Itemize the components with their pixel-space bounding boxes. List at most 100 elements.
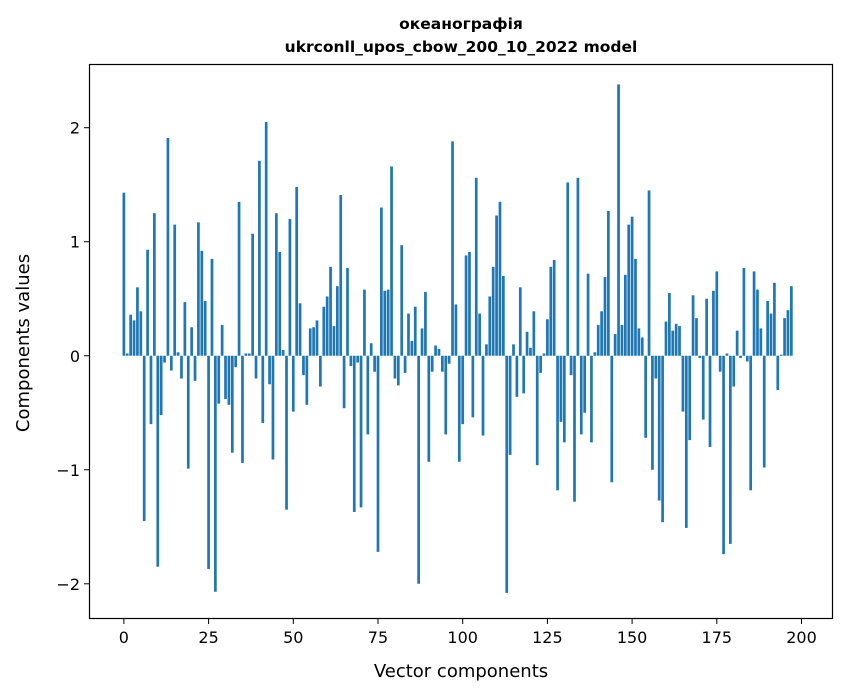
bar	[579, 355, 583, 435]
bar	[596, 324, 600, 356]
bar	[705, 298, 708, 356]
bar	[637, 328, 641, 356]
bar	[776, 355, 780, 390]
bar	[640, 337, 644, 356]
bar	[173, 224, 177, 356]
bar	[332, 326, 336, 356]
bar	[607, 210, 610, 356]
bar	[691, 295, 695, 356]
bar	[766, 301, 769, 356]
bar	[742, 267, 746, 356]
bar	[647, 190, 651, 356]
bar	[322, 306, 326, 356]
bar	[234, 355, 238, 368]
bar	[789, 286, 793, 356]
bar	[749, 355, 753, 491]
bar	[237, 201, 241, 356]
bar	[546, 319, 549, 356]
bar	[271, 355, 275, 460]
bar	[712, 290, 715, 356]
bar	[136, 287, 139, 356]
bar	[393, 355, 397, 379]
bar	[413, 306, 417, 356]
bar	[532, 311, 536, 356]
bar	[505, 355, 509, 593]
bar	[129, 314, 133, 356]
x-tick-label: 100	[447, 628, 478, 647]
bar	[729, 355, 732, 544]
y-tick-label: −1	[56, 461, 80, 480]
bar	[491, 266, 495, 356]
bar	[552, 259, 556, 356]
bar	[142, 355, 146, 522]
bar	[715, 271, 719, 356]
bar	[396, 355, 400, 386]
bar	[268, 355, 271, 385]
bar	[132, 320, 136, 356]
bar	[156, 355, 160, 567]
bar	[224, 355, 227, 400]
bar	[718, 355, 722, 372]
y-tick-label: −2	[56, 575, 80, 594]
x-tick-label: 175	[702, 628, 733, 647]
bar	[427, 355, 431, 462]
x-tick-label: 125	[532, 628, 563, 647]
plot-area-frame	[88, 63, 834, 620]
x-axis-ticks: 0 25 50 75 100 125 150 175 200	[119, 618, 817, 647]
bar	[752, 271, 756, 356]
bar	[481, 355, 485, 436]
bar	[539, 355, 542, 373]
bar	[220, 324, 224, 356]
bar	[695, 318, 698, 356]
bar	[573, 355, 576, 502]
bar	[149, 355, 153, 425]
y-tick-label: 0	[70, 347, 80, 366]
bar	[549, 266, 553, 356]
bar	[461, 355, 465, 425]
bar	[298, 303, 302, 356]
bar	[190, 327, 193, 356]
bar	[305, 355, 309, 405]
bar	[159, 355, 163, 416]
bar	[169, 355, 173, 371]
bar	[281, 350, 285, 356]
bar	[346, 267, 349, 356]
bar	[583, 355, 587, 413]
bar	[437, 348, 441, 356]
bar	[732, 355, 736, 387]
bar	[569, 355, 573, 376]
bar	[779, 354, 783, 356]
bar	[454, 304, 458, 356]
bar	[671, 330, 675, 356]
bar	[122, 192, 126, 356]
bar	[590, 355, 593, 443]
bar	[512, 344, 515, 356]
bars-group	[122, 84, 793, 593]
bar	[668, 293, 671, 356]
bar	[701, 355, 705, 420]
bar	[657, 355, 661, 501]
bar	[515, 355, 519, 397]
chart-title: океанографія	[399, 15, 523, 33]
bar	[610, 355, 614, 483]
bar	[783, 318, 786, 356]
bar	[180, 355, 183, 379]
bar	[474, 177, 478, 356]
bar	[556, 355, 559, 491]
bar	[288, 218, 292, 356]
bar	[410, 340, 414, 356]
bar	[193, 355, 197, 381]
bar	[315, 320, 319, 356]
bar	[451, 141, 454, 356]
bar	[153, 213, 156, 356]
bar	[139, 311, 143, 356]
bar	[654, 355, 658, 379]
bar	[349, 355, 353, 367]
bar	[447, 355, 451, 364]
bar	[769, 313, 773, 356]
bar	[403, 355, 407, 373]
bar	[444, 355, 448, 435]
bar	[125, 353, 129, 356]
bar	[661, 355, 664, 523]
